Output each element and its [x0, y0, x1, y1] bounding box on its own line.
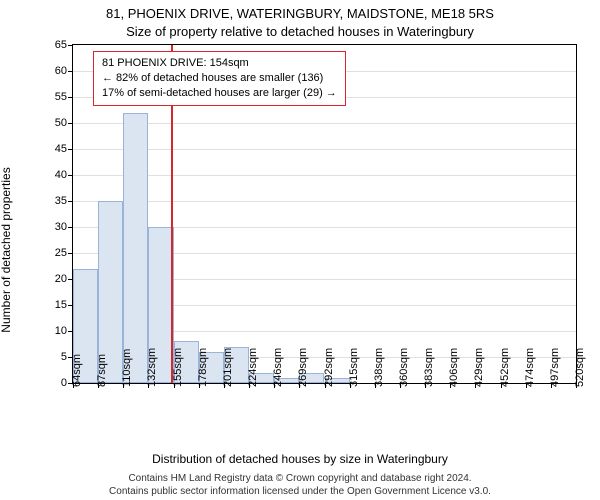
y-tick-mark	[68, 149, 73, 150]
x-tick-label: 338sqm	[373, 348, 385, 387]
x-tick-label: 406sqm	[448, 348, 460, 387]
y-tick-mark	[68, 71, 73, 72]
y-tick-mark	[68, 253, 73, 254]
y-tick-label: 25	[55, 247, 67, 259]
y-tick-label: 60	[55, 65, 67, 77]
x-tick-label: 360sqm	[398, 348, 410, 387]
y-tick-mark	[68, 97, 73, 98]
x-tick-label: 246sqm	[272, 348, 284, 387]
y-tick-label: 55	[55, 91, 67, 103]
y-axis-label: Number of detached properties	[0, 167, 13, 332]
y-tick-mark	[68, 201, 73, 202]
y-tick-mark	[68, 45, 73, 46]
gridline	[73, 201, 576, 202]
y-tick-label: 10	[55, 325, 67, 337]
chart-title-sub: Size of property relative to detached ho…	[0, 24, 600, 39]
y-tick-label: 30	[55, 221, 67, 233]
y-tick-label: 65	[55, 39, 67, 51]
y-tick-label: 20	[55, 273, 67, 285]
x-tick-label: 452sqm	[499, 348, 511, 387]
x-tick-label: 269sqm	[297, 348, 309, 387]
x-tick-label: 132sqm	[146, 348, 158, 387]
y-tick-label: 40	[55, 169, 67, 181]
x-tick-label: 87sqm	[96, 354, 108, 387]
chart-title-main: 81, PHOENIX DRIVE, WATERINGBURY, MAIDSTO…	[0, 6, 600, 21]
y-tick-label: 50	[55, 117, 67, 129]
reference-info-box: 81 PHOENIX DRIVE: 154sqm ← 82% of detach…	[93, 51, 346, 106]
x-tick-label: 201sqm	[222, 348, 234, 387]
x-tick-label: 292sqm	[323, 348, 335, 387]
infobox-line-larger: 17% of semi-detached houses are larger (…	[102, 86, 337, 101]
x-tick-label: 520sqm	[574, 348, 586, 387]
x-tick-label: 64sqm	[71, 354, 83, 387]
x-tick-label: 315sqm	[348, 348, 360, 387]
x-tick-label: 155sqm	[172, 348, 184, 387]
x-tick-label: 474sqm	[524, 348, 536, 387]
x-tick-label: 429sqm	[473, 348, 485, 387]
infobox-line-smaller: ← 82% of detached houses are smaller (13…	[102, 71, 337, 86]
attribution-line1: Contains HM Land Registry data © Crown c…	[0, 473, 600, 486]
y-tick-label: 45	[55, 143, 67, 155]
histogram-bar	[123, 113, 148, 383]
x-axis-label: Distribution of detached houses by size …	[0, 452, 600, 466]
y-tick-mark	[68, 123, 73, 124]
y-tick-mark	[68, 175, 73, 176]
gridline	[73, 149, 576, 150]
y-tick-label: 15	[55, 299, 67, 311]
x-tick-label: 497sqm	[549, 348, 561, 387]
attribution-text: Contains HM Land Registry data © Crown c…	[0, 473, 600, 498]
infobox-line-property: 81 PHOENIX DRIVE: 154sqm	[102, 56, 337, 71]
x-tick-label: 178sqm	[197, 348, 209, 387]
plot-area: 0510152025303540455055606564sqm87sqm110s…	[72, 44, 577, 384]
chart-container: 81, PHOENIX DRIVE, WATERINGBURY, MAIDSTO…	[0, 0, 600, 500]
attribution-line2: Contains public sector information licen…	[0, 486, 600, 499]
y-tick-label: 35	[55, 195, 67, 207]
gridline	[73, 123, 576, 124]
x-tick-label: 224sqm	[247, 348, 259, 387]
y-tick-label: 0	[61, 377, 67, 389]
gridline	[73, 175, 576, 176]
x-tick-label: 383sqm	[423, 348, 435, 387]
x-tick-label: 110sqm	[121, 349, 133, 387]
y-tick-label: 5	[61, 351, 67, 363]
y-tick-mark	[68, 227, 73, 228]
